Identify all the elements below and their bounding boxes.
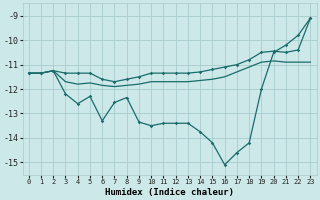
X-axis label: Humidex (Indice chaleur): Humidex (Indice chaleur): [105, 188, 234, 197]
